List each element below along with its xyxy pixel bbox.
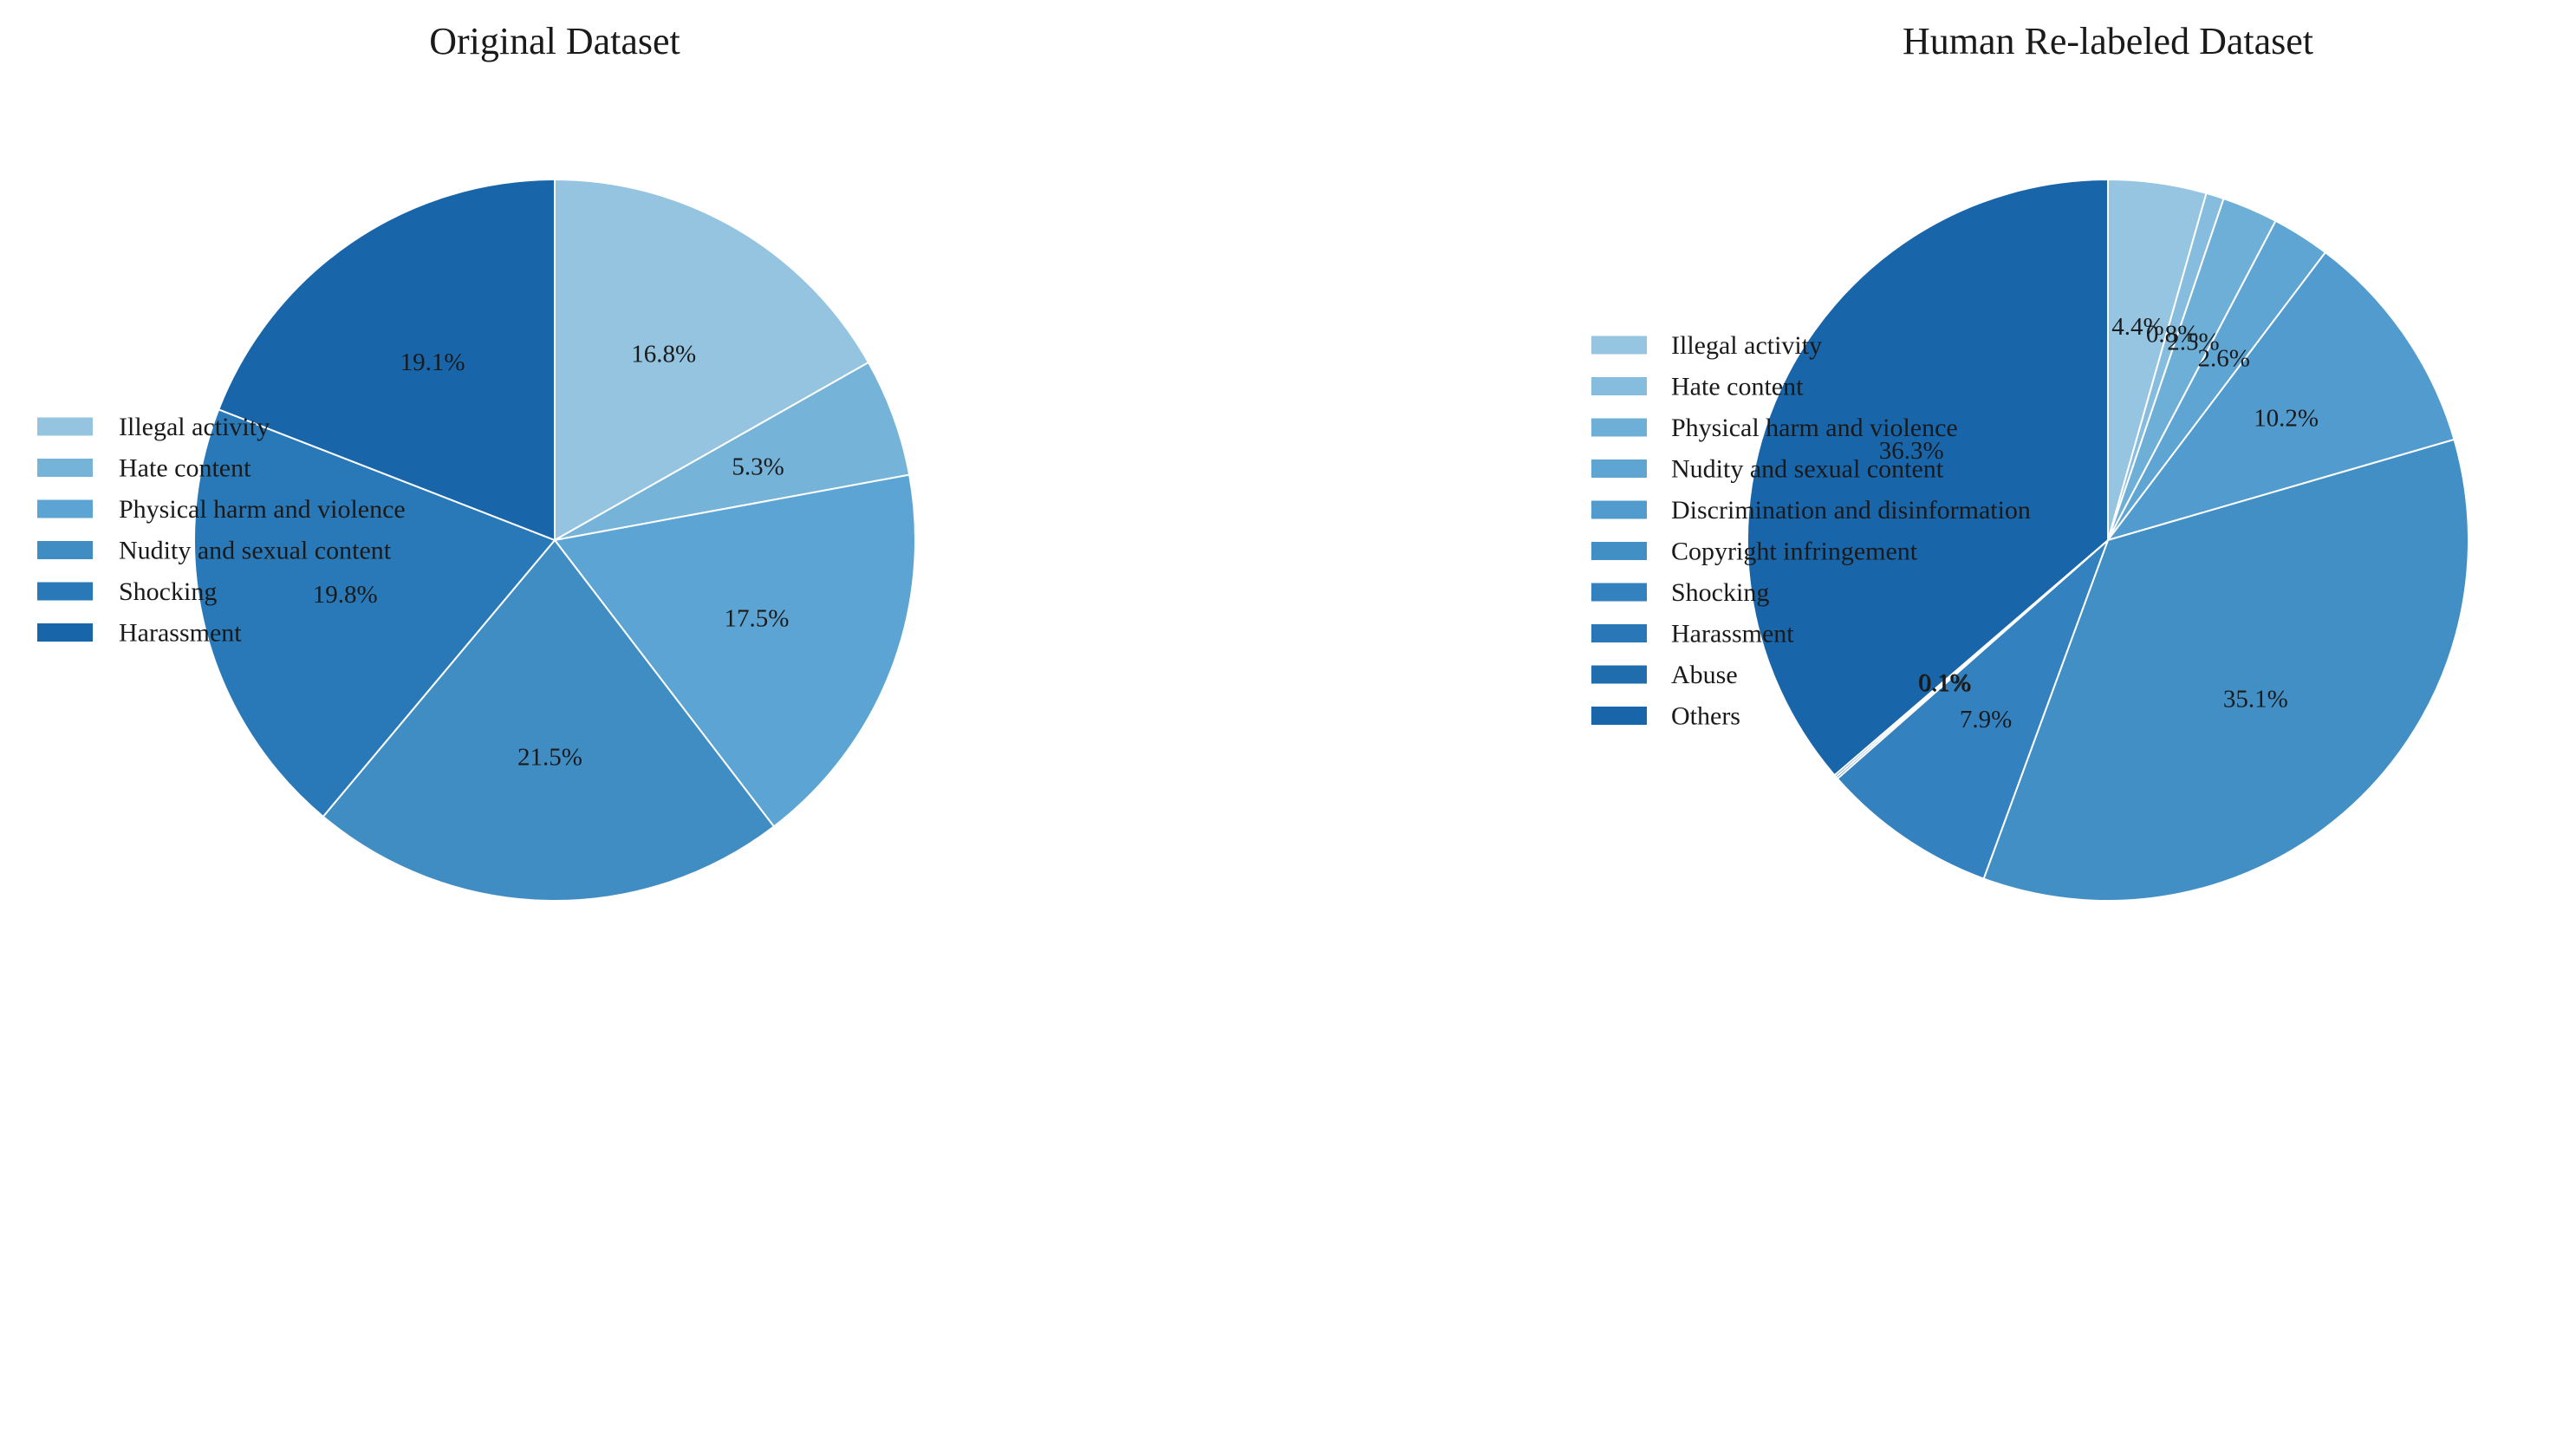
legend-swatch-others xyxy=(1591,707,1647,725)
legend-swatch-shocking xyxy=(1591,583,1647,602)
legend-label-hate-content: Hate content xyxy=(1671,373,1804,401)
pie-slice-copyright-infringement xyxy=(1982,438,2469,902)
legend-label-hate-content: Hate content xyxy=(119,454,251,483)
legend-label-physical-harm-and-violence: Physical harm and violence xyxy=(1671,414,1958,442)
pie-percentage-labels: 16.8% 5.3% 17.5% 21.5% 19.8% 19.1% xyxy=(313,340,790,771)
pie-slice-label-illegal-activity: 16.8% xyxy=(631,340,696,368)
legend-swatch-hate-content xyxy=(37,459,93,477)
pie-slice-label-physical-harm-and-violence: 2.5% xyxy=(2167,329,2219,356)
legend-swatch-hate-content xyxy=(1591,377,1647,395)
pie-slice-label-copyright-infringement: 35.1% xyxy=(2223,686,2288,714)
pie-slices xyxy=(193,178,916,902)
pie-slice-label-harassment: 0.1% xyxy=(1919,670,1971,698)
pie-slice-label-hate-content: 0.8% xyxy=(2146,321,2198,349)
pie-slice-others xyxy=(1747,178,2109,777)
pie-slice-label-physical-harm-and-violence: 17.5% xyxy=(724,605,789,633)
pie-slice-shocking xyxy=(1836,539,2109,880)
legend-label-harassment: Harassment xyxy=(119,619,242,648)
pie-slice-label-hate-content: 5.3% xyxy=(732,453,784,481)
legend-swatch-discrimination-and-disinformation xyxy=(1591,500,1647,519)
legend-swatch-harassment xyxy=(1591,624,1647,642)
pie-slice-nudity-and-sexual-content xyxy=(322,538,776,902)
legend-label-illegal-activity: Illegal activity xyxy=(1671,331,1822,360)
pie-slice-label-harassment: 19.1% xyxy=(400,349,465,376)
pie-slice-illegal-activity xyxy=(554,178,870,542)
pie-slice-label-shocking: 7.9% xyxy=(1960,706,2012,733)
legend: Illegal activity Hate content Physical har… xyxy=(37,413,406,648)
legend-swatch-abuse xyxy=(1591,665,1647,684)
chart-title-relabeled: Human Re-labeled Dataset xyxy=(1903,20,2313,62)
pie-slice-label-abuse: 0.1% xyxy=(1918,668,1970,696)
legend-label-others: Others xyxy=(1671,702,1740,731)
pie-slice-hate-content xyxy=(554,361,911,541)
legend-label-shocking: Shocking xyxy=(119,577,217,606)
pie-slice-label-others: 36.3% xyxy=(1879,437,1944,465)
legend-label-harassment: Harassment xyxy=(1671,620,1794,649)
pie-slices xyxy=(1747,178,2469,902)
legend-swatch-nudity-and-sexual-content xyxy=(1591,460,1647,478)
pie-chart-relabeled: Human Re-labeled Dataset 4.4%0.8%2.5%2.6… xyxy=(1591,20,2469,902)
pie-slice-harassment xyxy=(217,178,556,542)
pie-chart-original: Original Dataset 16.8% 5.3% 17.5% 21.5% 19.8… xyxy=(37,20,916,902)
legend-label-nudity-and-sexual-content: Nudity and sexual content xyxy=(119,537,392,565)
legend-label-illegal-activity: Illegal activity xyxy=(119,413,270,441)
legend-label-copyright-infringement: Copyright infringement xyxy=(1671,538,1918,566)
pie-slice-label-nudity-and-sexual-content: 2.6% xyxy=(2197,344,2249,372)
legend-swatch-harassment xyxy=(37,623,93,642)
pie-slice-label-nudity-and-sexual-content: 21.5% xyxy=(517,744,582,772)
legend-swatch-illegal-activity xyxy=(37,417,93,436)
legend-swatch-illegal-activity xyxy=(1591,336,1647,355)
legend-swatch-physical-harm-and-violence xyxy=(1591,418,1647,437)
legend-swatch-physical-harm-and-violence xyxy=(37,499,93,518)
pie-slice-label-illegal-activity: 4.4% xyxy=(2111,313,2163,341)
chart-title-original: Original Dataset xyxy=(429,20,680,62)
pie-slice-label-shocking: 19.8% xyxy=(313,581,378,609)
legend: Illegal activity Hate content Physical har… xyxy=(1591,331,2031,731)
pie-slice-label-discrimination-and-disinformation: 10.2% xyxy=(2254,404,2319,432)
legend-label-discrimination-and-disinformation: Discrimination and disinformation xyxy=(1671,496,2031,525)
legend-swatch-shocking xyxy=(37,582,93,601)
pie-slice-discrimination-and-disinformation xyxy=(2105,251,2456,542)
pie-slice-physical-harm-and-violence xyxy=(553,473,916,828)
legend-swatch-nudity-and-sexual-content xyxy=(37,541,93,559)
pie-percentage-labels: 4.4%0.8%2.5%2.6%10.2%35.1%7.9%0.1%0.1%36… xyxy=(1879,313,2319,733)
pie-slice-shocking xyxy=(193,407,556,818)
legend-swatch-copyright-infringement xyxy=(1591,542,1647,560)
legend-label-nudity-and-sexual-content: Nudity and sexual content xyxy=(1671,455,1944,484)
legend-label-physical-harm-and-violence: Physical harm and violence xyxy=(119,495,406,524)
legend-label-shocking: Shocking xyxy=(1671,578,1769,607)
legend-label-abuse: Abuse xyxy=(1671,661,1738,689)
